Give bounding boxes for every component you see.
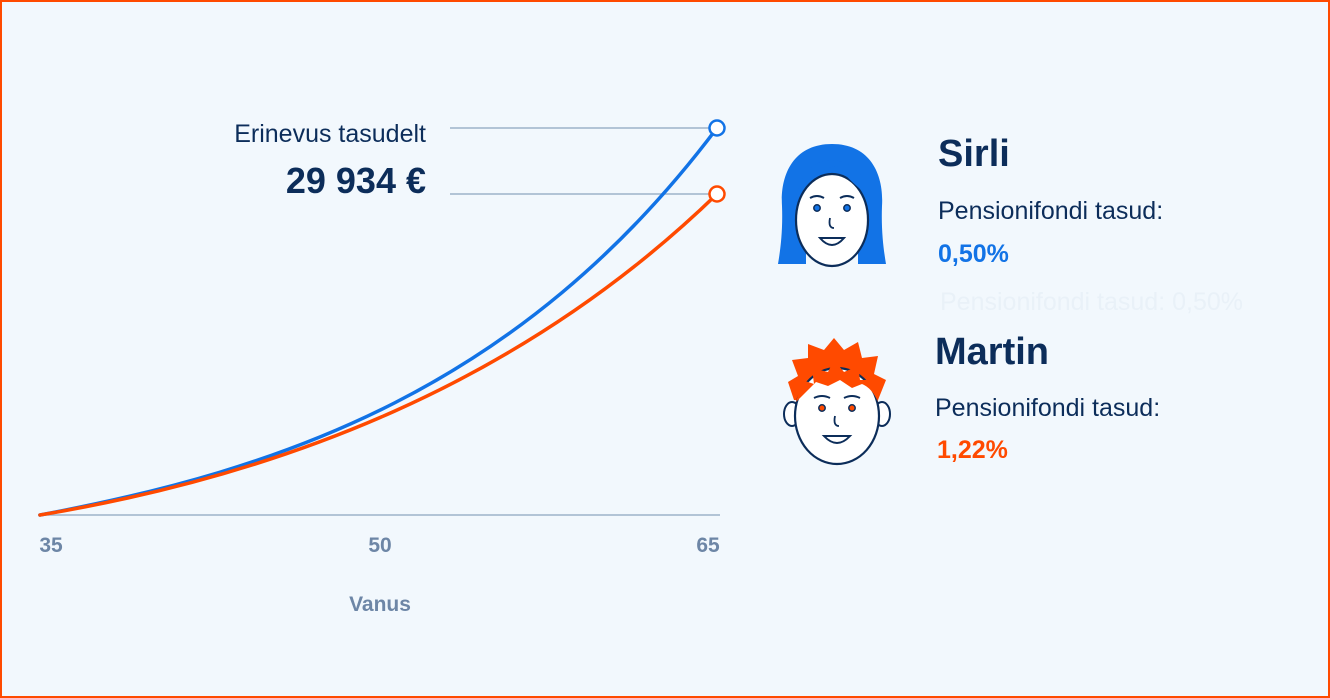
- man-face-icon: [783, 338, 891, 466]
- x-tick-label: 50: [368, 534, 391, 557]
- x-tick-label: 65: [696, 534, 720, 557]
- fee-value-sirli: 0,50%: [938, 240, 1009, 268]
- x-tick-label: 35: [39, 534, 63, 557]
- fee-label-martin: Pensionifondi tasud:: [935, 394, 1161, 422]
- difference-value: 29 934 €: [285, 160, 426, 201]
- person-name-martin: Martin: [935, 331, 1049, 373]
- fee-value-martin: 1,22%: [937, 436, 1008, 464]
- x-axis-title: Vanus: [349, 593, 411, 616]
- series-end-marker-martin: [708, 185, 726, 203]
- person-name-sirli: Sirli: [938, 133, 1010, 175]
- fee-label-sirli: Pensionifondi tasud:: [938, 197, 1164, 225]
- faded-fee-text: Pensionifondi tasud: 0,50%: [940, 288, 1243, 316]
- difference-label: Erinevus tasudelt: [234, 120, 426, 148]
- woman-face-icon: [778, 144, 886, 268]
- series-line-martin: [38, 192, 719, 517]
- series-end-marker-sirli: [708, 119, 726, 137]
